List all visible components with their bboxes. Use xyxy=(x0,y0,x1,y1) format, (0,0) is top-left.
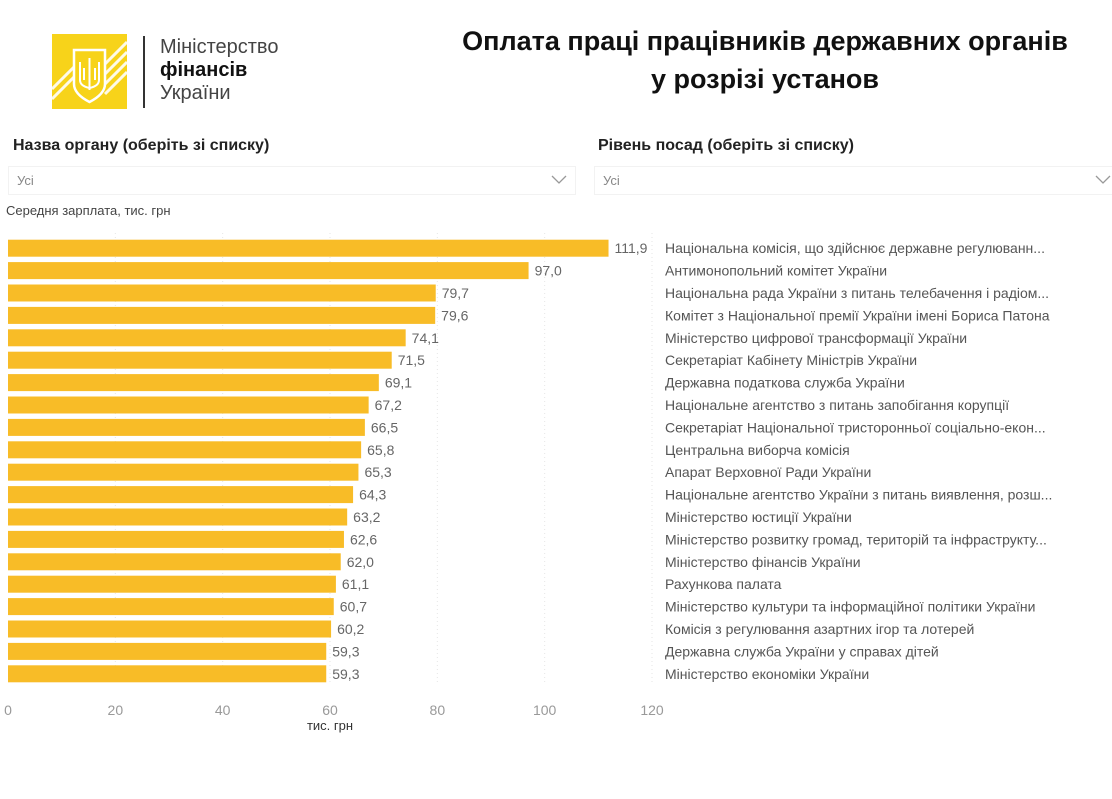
category-label: Комісія з регулювання азартних ігор та л… xyxy=(665,621,974,637)
bar[interactable] xyxy=(8,239,609,257)
ministry-name-line1: Міністерство xyxy=(160,36,279,58)
x-tick-label: 40 xyxy=(215,702,231,718)
page-title-line2: у розрізі установ xyxy=(651,64,879,94)
chart-subtitle: Середня зарплата, тис. грн xyxy=(6,203,171,218)
category-label: Міністерство юстиції України xyxy=(665,509,852,525)
category-label: Секретаріат Національної тристоронньої с… xyxy=(665,419,1046,435)
organ-filter-dropdown[interactable]: Усі xyxy=(8,166,576,195)
category-label: Секретаріат Кабінету Міністрів України xyxy=(665,352,917,368)
category-label: Центральна виборча комісія xyxy=(665,442,850,458)
bar[interactable] xyxy=(8,463,359,481)
bar-value-label: 65,3 xyxy=(364,464,391,480)
bar-value-label: 69,1 xyxy=(385,375,412,391)
category-label: Національна комісія, що здійснює державн… xyxy=(665,240,1045,256)
bar[interactable] xyxy=(8,575,336,593)
x-tick-label: 60 xyxy=(322,702,338,718)
logo-divider xyxy=(143,36,145,108)
chart-value-labels: 111,9 97,0 79,7 79,674,1 71,5 69,1 67,2 66,5 65,… xyxy=(332,240,647,682)
bar-value-label: 111,9 xyxy=(615,240,648,256)
level-filter-value: Усі xyxy=(603,173,620,188)
bar-value-label: 79,7 xyxy=(442,285,469,301)
category-label: Національна рада України з питань телеба… xyxy=(665,285,1049,301)
bar-value-label: 65,8 xyxy=(367,442,394,458)
bar[interactable] xyxy=(8,351,392,369)
bar[interactable] xyxy=(8,486,354,504)
x-tick-label: 0 xyxy=(4,702,12,718)
bar[interactable] xyxy=(8,329,406,347)
bar[interactable] xyxy=(8,642,327,660)
ministry-name-line2: фінансів xyxy=(160,59,248,81)
bar-value-label: 61,1 xyxy=(342,576,369,592)
category-label: Державна податкова служба України xyxy=(665,375,905,391)
ministry-logo xyxy=(50,34,129,109)
bar[interactable] xyxy=(8,620,332,638)
bar-value-label: 66,5 xyxy=(371,419,398,435)
salary-bar-chart: 111,9 97,0 79,7 79,674,1 71,5 69,1 67,2 66,5 65,… xyxy=(4,233,1052,733)
page-title: Оплата праці працівників державних орган… xyxy=(420,22,1110,98)
category-label: Національне агентство України з питань в… xyxy=(665,487,1052,503)
bar[interactable] xyxy=(8,441,362,459)
bar[interactable] xyxy=(8,262,529,280)
bar-value-label: 62,6 xyxy=(350,531,377,547)
chart-category-labels: Національна комісія, що здійснює державн… xyxy=(665,240,1052,682)
bar-value-label: 71,5 xyxy=(398,352,425,368)
bar-value-label: 60,2 xyxy=(337,621,364,637)
category-label: Міністерство цифрової трансформації Укра… xyxy=(665,330,967,346)
organ-filter-value: Усі xyxy=(17,173,34,188)
bar[interactable] xyxy=(8,553,341,571)
x-axis-title: тис. грн xyxy=(307,718,353,733)
bar[interactable] xyxy=(8,530,344,548)
ministry-name-line3: України xyxy=(160,82,231,104)
bar-value-label: 59,3 xyxy=(332,643,359,659)
category-label: Апарат Верховної Ради України xyxy=(665,464,871,480)
bar[interactable] xyxy=(8,284,436,302)
x-tick-label: 100 xyxy=(533,702,557,718)
bar-value-label: 64,3 xyxy=(359,487,386,503)
level-filter-label: Рівень посад (оберіть зі списку) xyxy=(598,137,854,154)
x-tick-label: 120 xyxy=(640,702,664,718)
organ-filter-label: Назва органу (оберіть зі списку) xyxy=(13,137,270,154)
bar-value-label: 74,1 xyxy=(412,330,439,346)
bar-value-label: 60,7 xyxy=(340,599,367,615)
category-label: Антимонопольний комітет України xyxy=(665,263,887,279)
bar[interactable] xyxy=(8,396,369,414)
page-title-line1: Оплата праці працівників державних орган… xyxy=(462,26,1068,56)
bar-value-label: 62,0 xyxy=(347,554,374,570)
chevron-down-icon xyxy=(551,175,567,184)
category-label: Державна служба України у справах дітей xyxy=(665,643,939,659)
x-tick-label: 20 xyxy=(108,702,124,718)
category-label: Національне агентство з питань запобіган… xyxy=(665,397,1009,413)
ministry-name: Міністерство фінансів України xyxy=(160,36,278,105)
bar-value-label: 97,0 xyxy=(535,263,562,279)
bar[interactable] xyxy=(8,374,379,392)
bar[interactable] xyxy=(8,665,327,683)
bar-value-label: 63,2 xyxy=(353,509,380,525)
bar-value-label: 59,3 xyxy=(332,666,359,682)
bar[interactable] xyxy=(8,598,334,616)
category-label: Міністерство фінансів України xyxy=(665,554,861,570)
category-label: Комітет з Національної премії України ім… xyxy=(665,307,1050,323)
bar-value-label: 79,6 xyxy=(441,307,468,323)
category-label: Міністерство економіки України xyxy=(665,666,869,682)
x-tick-label: 80 xyxy=(430,702,446,718)
chart-x-ticks: 0 20 40 60 80 100 120 xyxy=(4,702,664,718)
chart-bars xyxy=(8,239,609,683)
level-filter-dropdown[interactable]: Усі xyxy=(594,166,1112,195)
category-label: Міністерство розвитку громад, територій … xyxy=(665,531,1047,547)
bar[interactable] xyxy=(8,508,348,526)
bar-value-label: 67,2 xyxy=(375,397,402,413)
bar[interactable] xyxy=(8,306,436,324)
chevron-down-icon xyxy=(1095,175,1111,184)
bar[interactable] xyxy=(8,418,365,436)
category-label: Рахункова палата xyxy=(665,576,782,592)
category-label: Міністерство культури та інформаційної п… xyxy=(665,599,1035,615)
trident-emblem-icon xyxy=(50,34,129,109)
